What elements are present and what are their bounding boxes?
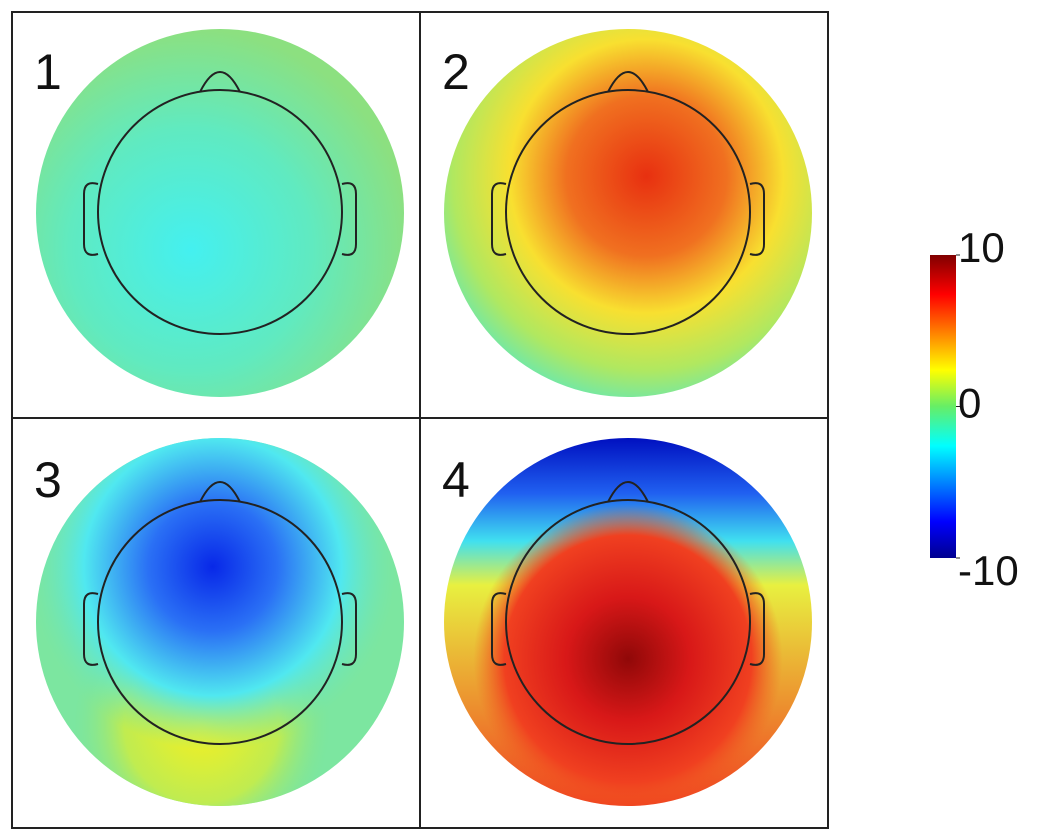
panel-label: 4 [442,452,470,508]
topomap [444,29,812,397]
tick-label: 10 [958,224,1005,271]
panel-label: 2 [442,44,470,100]
panel-label: 1 [34,44,62,100]
tick-label: 0 [958,380,981,427]
panel-label: 3 [34,452,62,508]
topomap [444,438,812,806]
tick-label: -10 [958,547,1019,594]
topomap [36,29,404,397]
colorbar [930,255,956,558]
topomap [36,438,404,806]
